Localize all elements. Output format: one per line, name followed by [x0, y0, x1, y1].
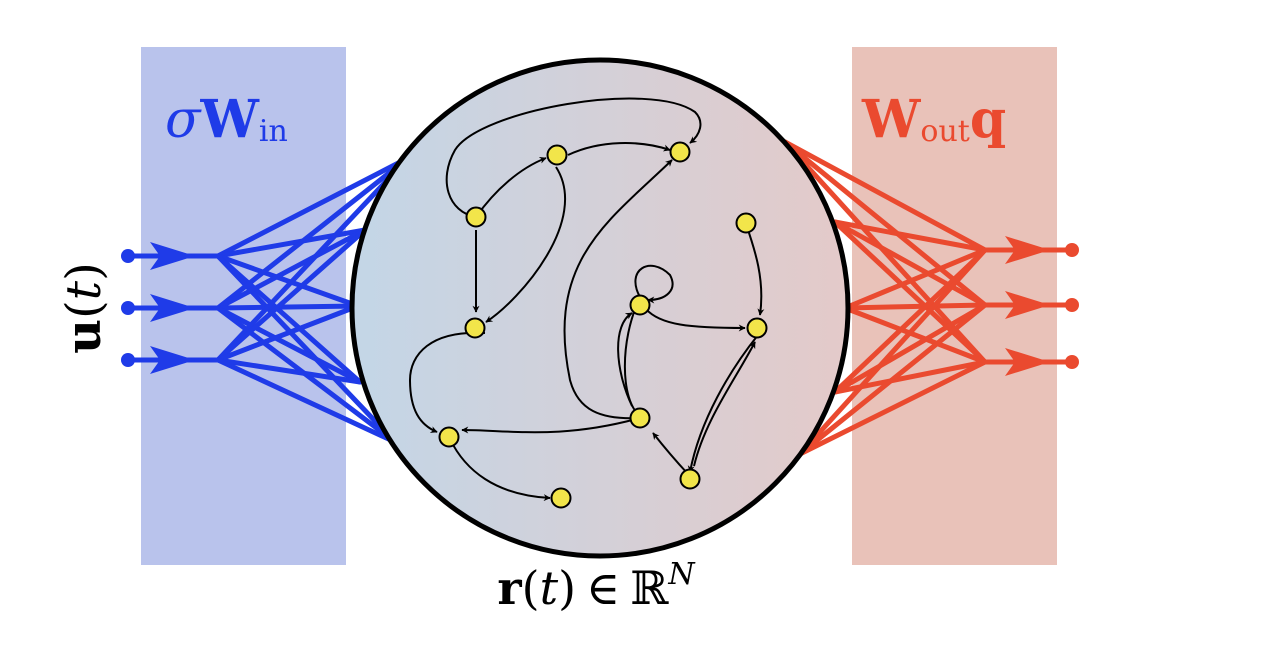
input-connection-line — [215, 253, 363, 385]
reservoir-edge — [485, 166, 567, 323]
reservoir-edge — [461, 417, 641, 434]
input-connection-line — [215, 155, 411, 259]
reservoir-edges — [408, 97, 765, 502]
input-connection-line — [215, 155, 411, 311]
input-connection-line — [215, 227, 368, 311]
output-connection-line — [797, 247, 988, 457]
input-connection-line — [215, 303, 361, 363]
input-connection-line — [215, 357, 363, 385]
input-arrowhead — [150, 346, 195, 374]
output-signal-dot — [1065, 243, 1079, 257]
reservoir-edge — [617, 312, 633, 407]
reservoir-edge — [449, 438, 551, 502]
output-weight-label: Woutq — [861, 89, 1006, 150]
input-connection-line — [215, 155, 411, 363]
reservoir-node — [735, 212, 757, 234]
reservoir-edge — [563, 159, 673, 420]
output-weight-connections — [782, 139, 988, 457]
reservoir-edge — [693, 341, 756, 467]
input-arrowhead — [150, 242, 195, 270]
output-arrowhead — [1005, 348, 1050, 376]
output-signal-arrows — [985, 236, 1079, 376]
reservoir-node — [629, 407, 651, 429]
output-arrowhead — [1005, 291, 1050, 319]
output-connection-line — [842, 302, 988, 311]
reservoir-node — [669, 141, 691, 163]
reservoir-nodes — [438, 141, 768, 509]
reservoir-edge — [567, 142, 671, 156]
input-weight-connections — [215, 155, 411, 445]
reservoir-edge — [645, 308, 746, 332]
output-connection-line — [832, 219, 988, 365]
reservoir-state-label: r(t) ∈ ℝN — [497, 557, 696, 615]
reservoir-node — [629, 294, 651, 316]
input-connection-line — [215, 227, 368, 363]
output-signal-dot — [1065, 298, 1079, 312]
output-connection-line — [797, 359, 988, 457]
output-connection-line — [797, 302, 988, 457]
output-connection-line — [782, 139, 988, 253]
input-weight-label: σWin — [165, 89, 288, 150]
output-signal-dot — [1065, 355, 1079, 369]
reservoir-circle — [349, 57, 851, 559]
input-connection-line — [215, 357, 398, 445]
reservoir-edge — [634, 264, 674, 304]
reservoir-node — [550, 487, 572, 509]
reservoir-node — [438, 426, 460, 448]
output-connection-line — [782, 139, 988, 308]
input-signal-arrows — [121, 242, 218, 374]
reservoir-node — [465, 206, 487, 228]
output-connection-line — [832, 219, 988, 253]
output-connection-line — [842, 247, 988, 311]
reservoir-node — [464, 317, 486, 339]
output-connection-line — [832, 247, 988, 395]
output-connection-line — [832, 302, 988, 395]
output-connection-line — [842, 305, 988, 365]
reservoir-node — [746, 317, 768, 339]
input-signal-dot — [121, 353, 135, 367]
reservoir-node — [546, 144, 568, 166]
input-connection-line — [215, 227, 368, 259]
output-arrowhead — [1005, 236, 1050, 264]
input-signal-dot — [121, 301, 135, 315]
input-signal-label: u(t) — [56, 262, 112, 354]
input-connection-line — [215, 303, 361, 311]
input-connection-line — [215, 253, 361, 309]
reservoir-edge — [408, 331, 486, 433]
input-connection-line — [215, 305, 363, 385]
output-connection-line — [832, 219, 988, 308]
input-arrowhead — [150, 294, 195, 322]
reservoir-edge — [687, 334, 759, 473]
reservoir-edge — [445, 97, 702, 218]
reservoir-node — [679, 468, 701, 490]
input-signal-dot — [121, 249, 135, 263]
reservoir-edge — [623, 299, 641, 417]
